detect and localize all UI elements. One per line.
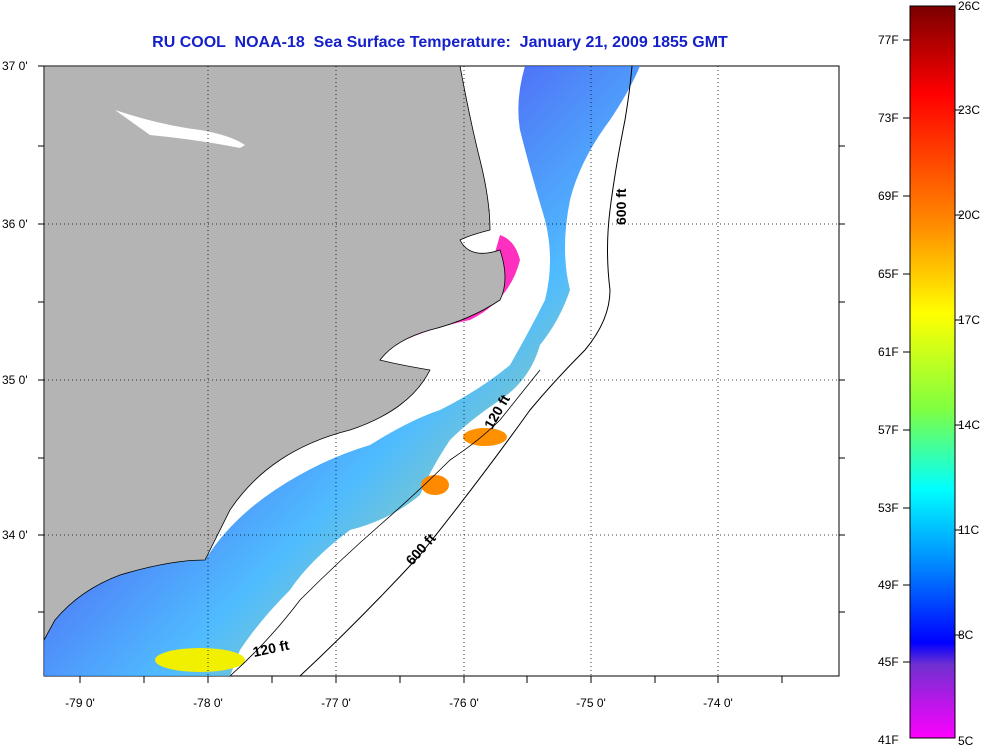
lon-label-79: -79 0' [65, 696, 95, 710]
colorbar-f-41: 41F [878, 733, 899, 747]
isobath-120ft-line [229, 369, 541, 676]
colorbar-c-11: 11C [958, 523, 980, 537]
map-title: RU COOL NOAA-18 Sea Surface Temperature:… [152, 34, 728, 51]
colorbar-c-20: 20C [958, 208, 981, 222]
colorbar-ticks [903, 39, 962, 663]
colorbar-scale [909, 5, 956, 739]
warm-patch-southwest [155, 648, 245, 672]
colorbar-f-53: 53F [878, 501, 899, 515]
colorbar-f-61: 61F [878, 345, 899, 359]
inland-lake [115, 110, 245, 148]
lon-label-77: -77 0' [321, 696, 351, 710]
colorbar-f-57: 57F [878, 423, 899, 437]
colorbar-c-26: 26C [958, 0, 981, 13]
colorbar-f-69: 69F [878, 189, 899, 203]
colorbar-c-5: 5C [958, 734, 974, 748]
contour-label-600ft-north: 600 ft [613, 188, 629, 225]
colorbar-f-45: 45F [878, 655, 899, 669]
lon-label-74: -74 0' [703, 696, 733, 710]
lon-label-76: -76 0' [449, 696, 479, 710]
axis-ticks [38, 65, 845, 683]
colorbar-f-77: 77F [878, 33, 899, 47]
colorbar-c-8: 8C [958, 628, 974, 642]
colorbar-f-73: 73F [878, 111, 899, 125]
colorbar-c-14: 14C [958, 418, 981, 432]
lon-label-78: -78 0' [193, 696, 223, 710]
lat-label-37: 37 0' [2, 59, 28, 73]
lat-label-36: 36 0' [2, 217, 28, 231]
isobath-600ft-line [299, 66, 633, 676]
land-mass [44, 66, 506, 641]
colorbar-f-65: 65F [878, 267, 899, 281]
lat-label-35: 35 0' [2, 373, 28, 387]
graticule [44, 66, 839, 676]
lat-label-34: 34 0' [2, 528, 28, 542]
colorbar-f-49: 49F [878, 578, 899, 592]
colorbar-c-17: 17C [958, 313, 981, 327]
sst-coastal-field [44, 66, 640, 676]
colorbar-c-23: 23C [958, 103, 981, 117]
warm-patch-south [421, 475, 449, 495]
lon-label-75: -75 0' [576, 696, 606, 710]
warm-patch-lookout [463, 428, 507, 446]
contour-label-120ft-south: 120 ft [251, 637, 290, 660]
